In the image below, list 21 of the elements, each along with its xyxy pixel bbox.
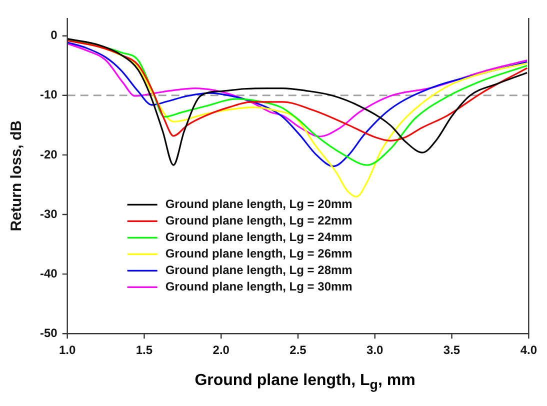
y-tick-label: 0: [50, 28, 58, 42]
y-tick-label: -20: [40, 147, 58, 162]
legend-label: Ground plane length, Lg = 20mm: [165, 196, 352, 211]
legend-label: Ground plane length, Lg = 22mm: [165, 213, 352, 228]
y-tick-label: -40: [40, 266, 58, 280]
legend-label: Ground plane length, Lg = 24mm: [165, 230, 352, 244]
legend-label: Ground plane length, Lg = 26mm: [165, 246, 352, 260]
x-tick-label: 1.5: [136, 343, 153, 358]
x-tick-label: 3.5: [443, 343, 460, 358]
x-tick-label: 2.0: [212, 343, 230, 358]
y-tick-label: -50: [40, 326, 58, 340]
y-axis-title: Return loss, dB: [8, 120, 26, 232]
x-tick-label: 4.0: [520, 343, 538, 358]
x-tick-label: 2.5: [290, 343, 307, 358]
x-tick-label: 3.0: [366, 343, 384, 358]
y-tick-label: -30: [40, 206, 58, 221]
x-tick-label: 1.0: [59, 343, 76, 358]
legend-label: Ground plane length, Lg = 30mm: [165, 279, 352, 294]
x-axis-title: Ground plane length, L$_{g}$, mm: [194, 372, 416, 392]
legend-label: Ground plane length, Lg = 28mm: [165, 262, 352, 277]
y-tick-label: -10: [40, 88, 58, 102]
